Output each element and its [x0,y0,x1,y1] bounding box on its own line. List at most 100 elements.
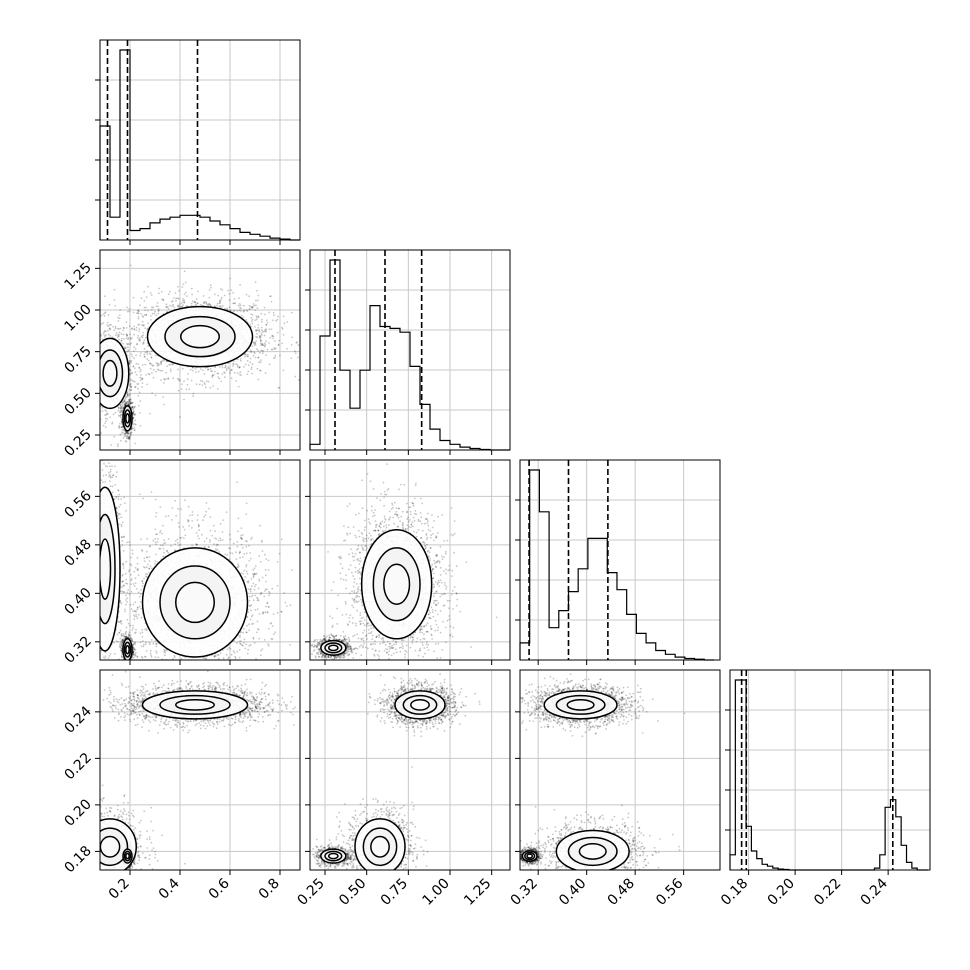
scatter-point [126,342,128,345]
scatter-point [117,443,119,446]
scatter-point [220,296,223,299]
scatter-point [262,350,265,352]
scatter-point [262,330,264,333]
scatter-point [149,315,152,317]
scatter-point [245,631,248,634]
scatter-point [174,292,177,294]
scatter-point [127,338,129,341]
scatter-point [136,562,139,565]
scatter-point [211,374,214,377]
scatter-point [276,318,279,321]
scatter-point [217,376,220,379]
scatter-point [118,338,121,341]
scatter-point [140,549,143,551]
scatter-point [128,388,131,391]
scatter-point [260,312,263,315]
scatter-point [145,306,147,309]
scatter-point [232,310,235,313]
scatter-point [163,650,166,653]
scatter-point [221,364,224,367]
scatter-point [132,411,135,414]
scatter-point [146,350,149,353]
scatter-point [261,329,263,332]
scatter-point [156,533,159,535]
scatter-point [156,362,159,365]
scatter-point [195,544,198,546]
scatter-point [160,361,162,363]
scatter-point [125,402,127,405]
scatter-point [137,387,140,390]
scatter-point [127,343,130,345]
scatter-point [257,356,260,359]
scatter-point [133,333,135,336]
scatter-point [278,386,281,389]
scatter-point [257,329,260,332]
scatter-point [183,380,185,383]
scatter-point [132,423,135,426]
scatter-point [252,573,254,575]
scatter-point [270,300,273,303]
scatter-point [217,372,220,375]
scatter-point [157,656,160,659]
scatter-point [108,303,111,306]
scatter-point [272,633,275,636]
scatter-point [209,303,212,306]
scatter-point [259,342,262,344]
corner-panels: 0.18 0.20 0.22 0.240.250.500.751.001.250.32… [61,39,931,909]
scatter-point [261,343,264,345]
scatter-point [113,288,116,291]
scatter-point [196,302,199,305]
scatter-point [139,379,142,382]
scatter-point [129,379,131,382]
scatter-point [149,353,152,356]
scatter-point [203,540,206,543]
scatter-point [240,374,243,376]
scatter-point [165,371,168,374]
scatter-point [141,324,144,326]
x-tick-label: 0.20 [765,876,798,909]
scatter-point [145,373,148,376]
scatter-point [277,344,280,347]
scatter-point [161,360,164,363]
scatter-point [219,305,222,308]
scatter-point [219,539,222,542]
scatter-point [160,379,163,381]
scatter-point [256,367,259,370]
scatter-point [121,425,124,428]
scatter-point [125,435,128,438]
scatter-point [257,326,260,329]
scatter-point [209,541,211,543]
scatter-point [113,435,116,438]
scatter-point [190,287,193,290]
scatter-point [180,302,183,304]
scatter-point [245,545,248,548]
scatter-point [246,360,249,362]
scatter-point [294,375,297,378]
scatter-point [140,616,143,619]
scatter-point [277,315,279,318]
scatter-point [242,316,245,318]
scatter-point [259,524,261,527]
scatter-point [264,343,267,346]
scatter-point [236,310,239,312]
scatter-point [229,372,231,375]
scatter-point [124,403,127,406]
scatter-point [143,290,146,293]
scatter-point [104,336,106,338]
scatter-point [174,549,176,552]
scatter-point [103,295,106,298]
scatter-point [264,329,266,331]
scatter-point [119,411,121,413]
scatter-point [264,372,267,374]
scatter-point [150,356,153,359]
scatter-point [255,315,258,317]
scatter-point [142,342,145,344]
scatter-point [100,323,103,325]
scatter-point [133,407,135,410]
scatter-point [268,363,271,366]
scatter-point [297,344,300,347]
scatter-point [234,655,237,658]
scatter-point [249,349,252,352]
scatter-point [145,576,148,578]
scatter-point [150,491,153,493]
